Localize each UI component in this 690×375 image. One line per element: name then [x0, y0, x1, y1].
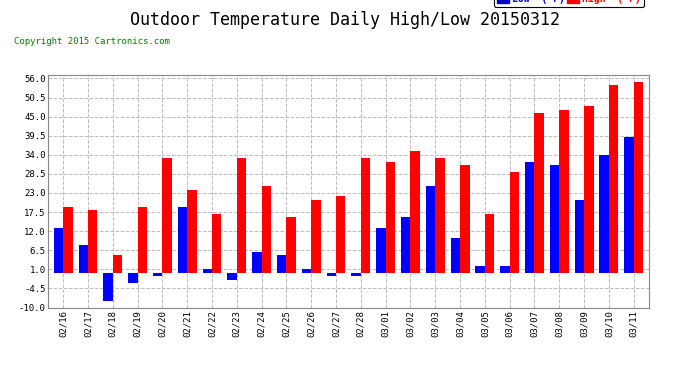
Bar	[286, 217, 296, 273]
Bar	[88, 210, 97, 273]
Bar	[212, 214, 221, 273]
Text: Copyright 2015 Cartronics.com: Copyright 2015 Cartronics.com	[14, 38, 170, 46]
Bar	[485, 214, 494, 273]
Bar	[79, 245, 88, 273]
Bar	[187, 189, 197, 273]
Bar	[228, 273, 237, 280]
Bar	[460, 165, 469, 273]
Legend: Low  (°F), High  (°F): Low (°F), High (°F)	[494, 0, 644, 8]
Bar	[361, 158, 371, 273]
Bar	[633, 82, 643, 273]
Bar	[326, 273, 336, 276]
Bar	[137, 207, 147, 273]
Bar	[525, 162, 535, 273]
Bar	[475, 266, 485, 273]
Bar	[63, 207, 72, 273]
Bar	[426, 186, 435, 273]
Bar	[178, 207, 187, 273]
Bar	[535, 113, 544, 273]
Bar	[510, 172, 519, 273]
Bar	[451, 238, 460, 273]
Bar	[336, 196, 346, 273]
Bar	[584, 106, 593, 273]
Bar	[376, 228, 386, 273]
Bar	[302, 269, 311, 273]
Bar	[401, 217, 411, 273]
Bar	[351, 273, 361, 276]
Bar	[112, 255, 122, 273]
Bar	[277, 255, 286, 273]
Bar	[550, 165, 560, 273]
Text: Outdoor Temperature Daily High/Low 20150312: Outdoor Temperature Daily High/Low 20150…	[130, 11, 560, 29]
Bar	[624, 138, 633, 273]
Bar	[153, 273, 162, 276]
Bar	[54, 228, 63, 273]
Bar	[600, 155, 609, 273]
Bar	[386, 162, 395, 273]
Bar	[411, 152, 420, 273]
Bar	[203, 269, 212, 273]
Bar	[500, 266, 510, 273]
Bar	[162, 158, 172, 273]
Bar	[128, 273, 137, 283]
Bar	[560, 110, 569, 273]
Bar	[104, 273, 112, 300]
Bar	[435, 158, 444, 273]
Bar	[262, 186, 271, 273]
Bar	[575, 200, 584, 273]
Bar	[253, 252, 262, 273]
Bar	[609, 86, 618, 273]
Bar	[311, 200, 321, 273]
Bar	[237, 158, 246, 273]
